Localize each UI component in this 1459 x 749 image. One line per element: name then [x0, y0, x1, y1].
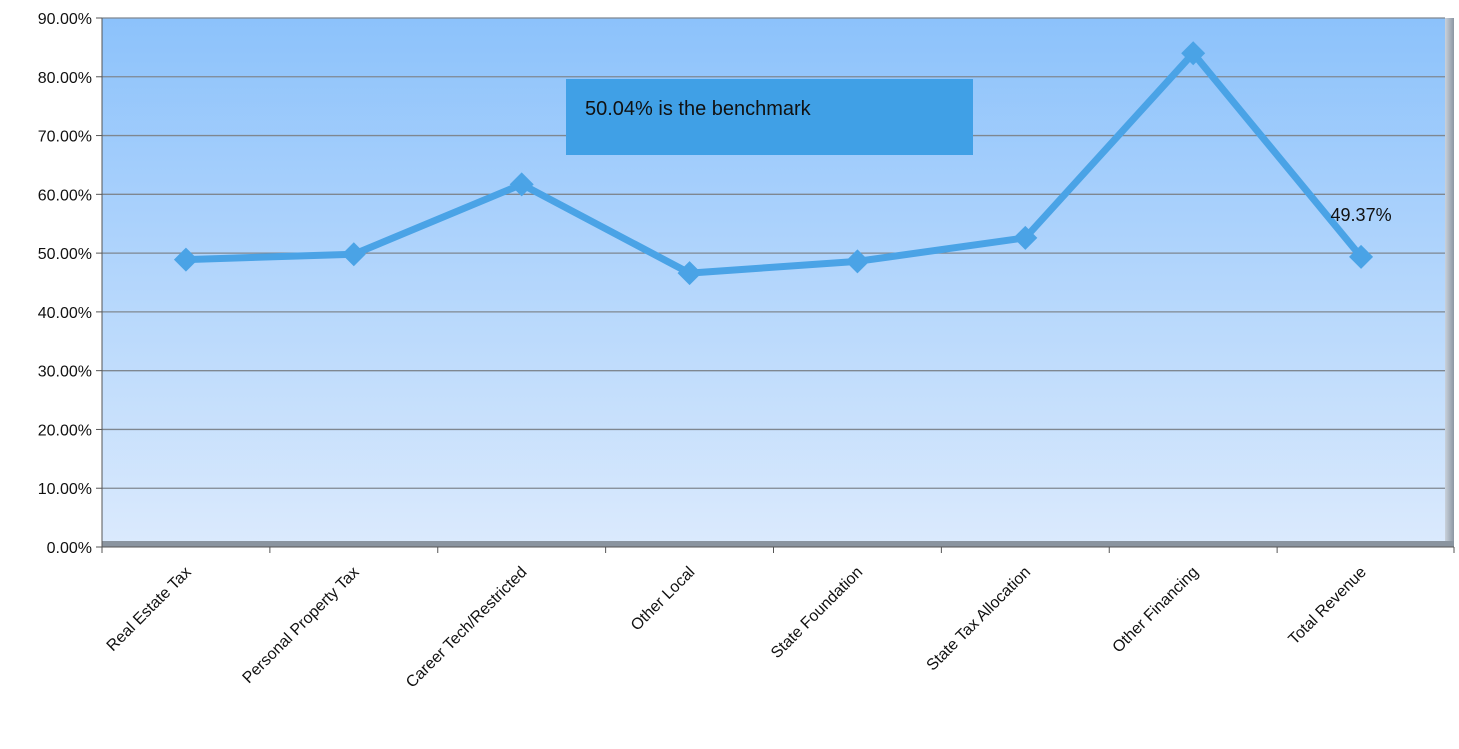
data-point-marker	[845, 249, 870, 274]
series-line-layer	[182, 49, 1365, 277]
y-tick-label: 10.00%	[38, 481, 92, 498]
x-tick-label: Real Estate Tax	[104, 564, 195, 655]
y-tick-label: 0.00%	[47, 540, 92, 557]
x-tick-label: Total Revenue	[1286, 564, 1370, 648]
y-tick-label: 70.00%	[38, 129, 92, 146]
data-point-marker	[1013, 225, 1038, 250]
plot-right-edge	[1445, 18, 1454, 547]
axes	[101, 18, 1455, 553]
x-tick-label: State Foundation	[768, 564, 866, 662]
x-tick-label: State Tax Allocation	[924, 564, 1035, 675]
data-markers	[173, 41, 1374, 286]
plot-floor	[102, 541, 1454, 547]
data-point-marker	[1349, 244, 1374, 269]
y-tick-labels: 0.00% 10.00% 20.00% 30.00% 40.00% 50.00% 60.00…	[38, 11, 92, 557]
y-tick-label: 90.00%	[38, 11, 92, 28]
data-point-marker	[173, 247, 198, 272]
annotation-box	[566, 79, 973, 155]
series-line	[182, 49, 1365, 277]
data-point-marker	[341, 242, 366, 267]
y-tick-label: 30.00%	[38, 364, 92, 381]
data-point-marker	[677, 261, 702, 286]
x-tick-labels: Real Estate Tax Personal Property Tax Care…	[104, 564, 1370, 692]
x-tick-label: Other Local	[628, 564, 699, 635]
y-tick-label: 60.00%	[38, 187, 92, 204]
y-tick-label: 20.00%	[38, 422, 92, 439]
annotation-text: 50.04% is the benchmark	[585, 98, 812, 120]
benchmark-annotation: 50.04% is the benchmark	[566, 79, 973, 155]
y-tick-label: 50.00%	[38, 246, 92, 263]
y-tick-label: 40.00%	[38, 305, 92, 322]
data-labels: 49.37%	[1331, 205, 1392, 225]
x-tick-label: Other Financing	[1109, 564, 1202, 657]
x-tick-label: Personal Property Tax	[240, 564, 363, 687]
y-tick-label: 80.00%	[38, 70, 92, 87]
data-point-marker	[1181, 41, 1206, 66]
data-label: 49.37%	[1331, 205, 1392, 225]
data-point-marker	[509, 172, 534, 197]
x-tick-label: Career Tech/Restricted	[403, 564, 531, 692]
